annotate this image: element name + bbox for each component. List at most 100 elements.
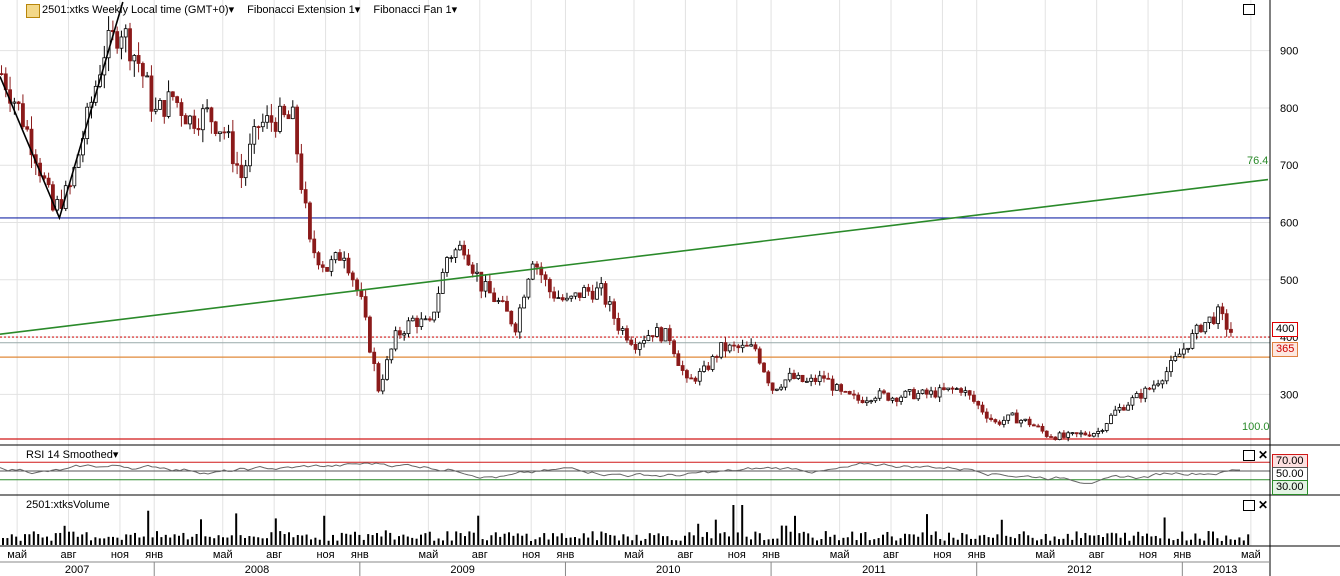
volume-bar [917,536,920,545]
volume-bar [789,531,792,545]
volume-bar [393,539,396,545]
volume-bar [380,536,383,545]
volume-bar [349,534,352,545]
volume-bar [943,540,946,545]
volume-bar [530,540,532,545]
candle-body [1156,383,1161,386]
candle-body [556,297,561,300]
volume-bar [1247,534,1250,545]
candle-body [440,271,445,294]
candle-body [1113,409,1118,416]
volume-bar [1053,536,1056,545]
x-tick-label: янв [1173,549,1191,561]
candle-body [852,393,856,396]
candle-body [569,295,574,299]
volume-bar [182,532,185,545]
candle-body [299,153,304,190]
volume-bar [582,533,585,545]
candle-body [29,128,34,156]
y-tick-label: 700 [1280,160,1298,172]
rsi-title[interactable]: RSI 14 Smoothed▾ [26,449,119,461]
candle-body [252,126,257,145]
candle-body [672,340,676,355]
candle-body [937,387,942,398]
volume-bar [1106,533,1109,545]
candle-body [954,388,959,390]
candle-body [123,28,128,38]
candle-body [239,164,244,179]
volume-bar [780,525,783,545]
candle-body [132,55,137,62]
chevron-down-icon[interactable]: ▾ [451,4,458,16]
candle-body [235,163,240,166]
maximize-icon[interactable] [1243,4,1255,15]
rsi-maximize-icon[interactable] [1243,450,1255,461]
candle-body [565,297,569,301]
candle-body [744,344,749,347]
volume-bar [292,537,295,545]
candle-body [273,121,278,132]
chevron-down-icon[interactable]: ▾ [228,4,235,16]
volume-bar [1128,540,1131,545]
volume-bar [41,537,44,545]
candle-body [200,108,205,131]
candle-body [1173,355,1178,361]
candle-body [338,252,342,261]
volume-bar [921,532,924,545]
chevron-down-icon[interactable]: ▾ [354,4,361,16]
candle-body [633,343,638,350]
volume-bar [1150,536,1153,545]
volume-bar [59,532,62,545]
volume-bar [1119,537,1122,545]
volume-bar [1071,539,1074,545]
volume-bar [657,533,660,545]
candle-body [1066,432,1071,438]
volume-bar [46,536,48,545]
candle-body [312,238,317,254]
volume-bar [547,539,550,545]
year-label: 2008 [245,564,269,576]
study-fib-extension[interactable]: Fibonacci Extension 1 [247,4,355,16]
candle-body [946,387,951,391]
volume-bar [587,537,590,545]
chevron-down-icon[interactable]: ▾ [112,449,119,461]
candle-body [1229,328,1233,333]
candle-body [355,279,359,291]
volume-bar [543,533,546,545]
volume-bar [186,539,189,545]
volume-bar [613,535,616,545]
candle-body [55,199,60,211]
volume-bar [490,535,493,545]
symbol-icon[interactable] [26,4,40,18]
candle-body [269,115,274,123]
rsi-close-icon[interactable]: ✕ [1258,448,1269,462]
candle-body [809,377,814,382]
volume-bar [1141,536,1144,545]
candle-body [1023,418,1028,421]
candle-body [929,390,933,395]
candle-body [449,257,454,259]
volume-bar [569,537,572,545]
volume-bar [1238,537,1241,545]
volume-bar [72,531,75,545]
symbol-title[interactable]: 2501:xtks Weekly Local time (GMT+0) [42,4,229,16]
candle-body [603,283,608,305]
volume-title[interactable]: 2501:xtksVolume [26,499,110,511]
volume-close-icon[interactable]: ✕ [1258,498,1269,512]
volume-bar [877,538,880,545]
volume-bar [120,539,123,545]
volume-bar [578,538,581,545]
candle-body [1074,432,1079,435]
study-fib-fan[interactable]: Fibonacci Fan 1 [373,4,452,16]
volume-bar [820,539,823,545]
volume-bar [912,534,915,545]
volume-bar [332,534,334,545]
volume-bar [384,530,387,545]
candle-body [577,292,582,298]
y-tick-label: 300 [1280,389,1298,401]
y-tick-label: 500 [1280,275,1298,287]
candle-body [368,316,372,353]
candle-body [706,365,711,370]
volume-maximize-icon[interactable] [1243,500,1255,511]
volume-bar [266,538,268,545]
